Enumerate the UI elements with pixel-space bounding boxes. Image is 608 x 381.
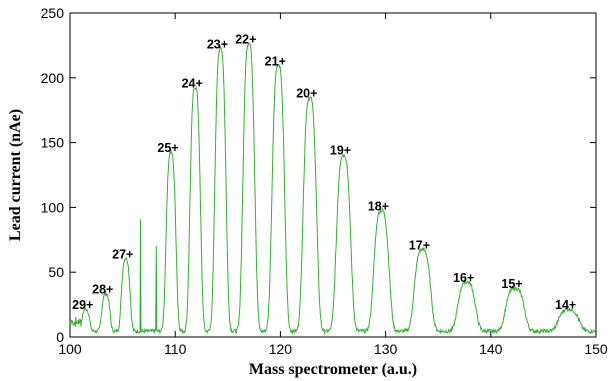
y-tick-label: 150	[41, 135, 65, 151]
x-tick-label: 100	[58, 341, 82, 357]
y-tick-label: 200	[41, 70, 65, 86]
axis-ticks: 100 110 120 130 140 150 0 50 100 150 200 250	[41, 5, 608, 357]
y-tick-label: 50	[48, 264, 64, 280]
x-tick-label: 150	[584, 341, 608, 357]
x-tick-label: 120	[269, 341, 293, 357]
x-tick-label: 140	[479, 341, 503, 357]
peak-label: 25+	[157, 141, 178, 155]
data-series	[69, 42, 597, 335]
plot-border	[69, 12, 597, 338]
peak-label: 17+	[409, 238, 430, 252]
plot-frame	[69, 12, 597, 338]
x-tick-label: 130	[374, 341, 398, 357]
peak-label: 20+	[296, 87, 317, 101]
y-tick-label: 0	[56, 329, 64, 345]
y-tick-label: 100	[41, 199, 65, 215]
peak-label: 18+	[368, 199, 389, 213]
peak-label: 19+	[330, 144, 351, 158]
peak-label: 21+	[265, 54, 286, 68]
spectrum-line	[69, 42, 597, 335]
x-tick-label: 110	[164, 341, 187, 357]
x-axis-title: Mass spectrometer (a.u.)	[249, 361, 417, 378]
peak-label: 15+	[501, 277, 522, 291]
peak-label: 28+	[92, 282, 113, 296]
y-tick-label: 250	[41, 5, 65, 21]
peak-label: 23+	[207, 37, 228, 51]
peak-label: 16+	[453, 271, 474, 285]
peak-labels: 29+ 28+ 27+ 25+ 24+ 23+ 22+ 21+ 20+ 19+ 18+ 17+ 16+ 1…	[72, 32, 576, 312]
peak-label: 14+	[555, 298, 576, 312]
peak-label: 24+	[182, 76, 203, 90]
peak-label: 22+	[235, 32, 256, 46]
y-axis-title: Lead current (nAe)	[7, 109, 24, 241]
peak-label: 29+	[72, 298, 93, 312]
peak-label: 27+	[112, 247, 133, 261]
